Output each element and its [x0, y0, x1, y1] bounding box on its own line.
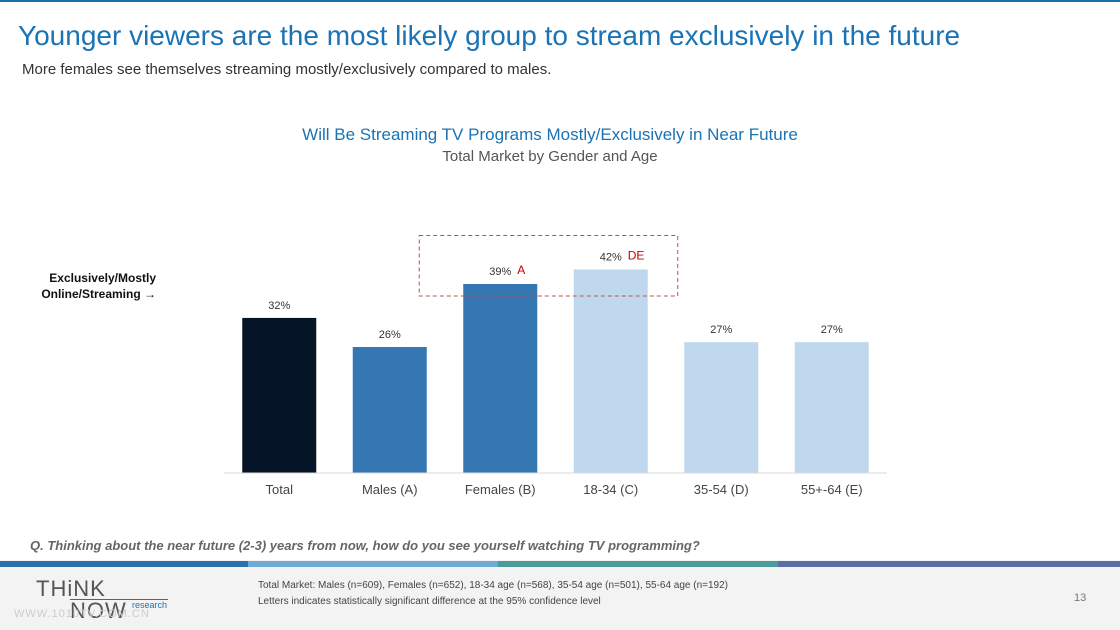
category-label-2: Males (A)	[362, 482, 418, 497]
footer-stripe-4	[778, 561, 1120, 567]
bar-6	[794, 342, 869, 473]
survey-question: Q. Thinking about the near future (2-3) …	[30, 538, 700, 553]
page-subtitle: More females see themselves streaming mo…	[22, 61, 552, 78]
data-label-5: 27%	[710, 324, 732, 336]
footer	[0, 560, 1120, 630]
significance-highlight-box	[418, 234, 679, 297]
category-label-1: Total	[266, 482, 294, 497]
data-label-1: 32%	[268, 300, 290, 312]
logo-watermark-url: WWW.1010TV.COM.CN	[14, 608, 150, 620]
significance-letter-4: DE	[628, 248, 645, 262]
data-label-3: 39%	[489, 266, 511, 278]
data-label-6: 27%	[821, 324, 843, 336]
category-label-4: 18-34 (C)	[583, 482, 638, 497]
footer-stripe-1	[0, 561, 248, 567]
category-label-5: 35-54 (D)	[694, 482, 749, 497]
sample-size-note: Total Market: Males (n=609), Females (n=…	[258, 580, 729, 591]
bar-4	[573, 269, 648, 473]
top-rule	[0, 0, 1120, 2]
significance-note: Letters indicates statistically signific…	[258, 596, 601, 607]
logo-rule	[70, 599, 168, 600]
footer-stripe-2	[248, 561, 498, 567]
page-title: Younger viewers are the most likely grou…	[18, 20, 961, 51]
chart-subtitle: Total Market by Gender and Age	[442, 148, 658, 165]
page-number: 13	[1074, 592, 1087, 604]
thinknow-logo: THiNK NOW research WWW.1010TV.COM.CN	[14, 576, 174, 623]
data-label-4: 42%	[600, 251, 622, 263]
logo-tag: research	[132, 600, 168, 610]
bar-2	[352, 347, 427, 473]
bar-3	[463, 284, 538, 473]
category-label-3: Females (B)	[465, 482, 536, 497]
bar-1	[242, 317, 317, 473]
footer-stripe-3	[498, 561, 778, 567]
bar-5	[684, 342, 759, 473]
data-label-2: 26%	[379, 329, 401, 341]
category-label-6: 55+-64 (E)	[801, 482, 863, 497]
streaming-row-label: Exclusively/Mostly Online/Streaming →	[41, 271, 156, 301]
logo-text-top: THiNK	[36, 576, 106, 601]
logo-text-bottom: NOW	[70, 598, 127, 623]
chart-title: Will Be Streaming TV Programs Mostly/Exc…	[302, 125, 798, 144]
significance-letter-3: A	[517, 263, 525, 277]
